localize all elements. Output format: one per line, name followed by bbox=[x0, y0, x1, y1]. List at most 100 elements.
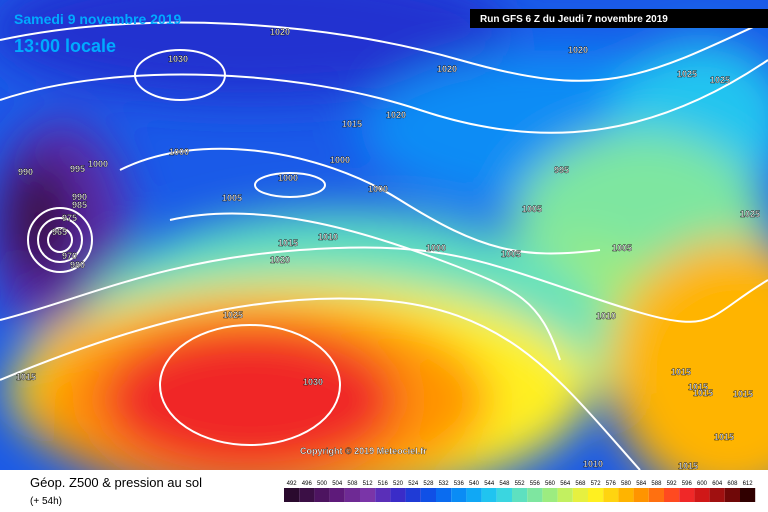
legend-swatch bbox=[436, 488, 452, 502]
isobar-label: 980 bbox=[70, 260, 85, 270]
legend-tick: 524 bbox=[408, 481, 419, 487]
isobar-label: 1010 bbox=[596, 311, 616, 321]
isobar-label: 1025 bbox=[710, 75, 730, 85]
isobar-label: 1030 bbox=[303, 377, 323, 387]
legend-swatch bbox=[481, 488, 497, 502]
isobar-label: 1000 bbox=[426, 243, 446, 253]
legend-tick: 544 bbox=[484, 481, 495, 487]
legend-swatch bbox=[588, 488, 604, 502]
isobar-label: 1015 bbox=[733, 389, 753, 399]
legend-swatch bbox=[542, 488, 558, 502]
isobar-label: 1000 bbox=[88, 159, 108, 169]
isobar-label: 965 bbox=[52, 227, 67, 237]
field bbox=[0, 0, 768, 470]
isobar-label: 1005 bbox=[522, 204, 542, 214]
isobar-label: 1005 bbox=[501, 249, 521, 259]
legend-swatch bbox=[284, 488, 300, 502]
legend-swatch bbox=[360, 488, 376, 502]
isobar-label: 1020 bbox=[437, 64, 457, 74]
isobar-label: 1020 bbox=[270, 255, 290, 265]
isobar-label: 1030 bbox=[168, 54, 188, 64]
isobar-label: 1000 bbox=[278, 173, 298, 183]
footer-lead: (+ 54h) bbox=[30, 496, 62, 507]
isobar-label: 1000 bbox=[368, 184, 388, 194]
legend-swatch bbox=[405, 488, 421, 502]
date: Samedi 9 novembre 2019 bbox=[14, 11, 182, 27]
isobar-label: 1025 bbox=[677, 69, 697, 79]
legend-tick: 588 bbox=[651, 481, 662, 487]
footer-title: Géop. Z500 & pression au sol bbox=[30, 475, 202, 490]
isobar-label: 1000 bbox=[330, 155, 350, 165]
isobar-label: 1015 bbox=[16, 372, 36, 382]
legend-swatch bbox=[709, 488, 725, 502]
legend-tick: 496 bbox=[302, 481, 313, 487]
run-info: Run GFS 6 Z du Jeudi 7 novembre 2019 bbox=[480, 14, 668, 25]
legend-tick: 604 bbox=[712, 481, 723, 487]
legend-swatch bbox=[679, 488, 695, 502]
isobar-label: 1025 bbox=[740, 209, 760, 219]
isobar-label: 985 bbox=[72, 200, 87, 210]
legend-swatch bbox=[390, 488, 406, 502]
legend-tick: 564 bbox=[560, 481, 571, 487]
legend-swatch bbox=[527, 488, 543, 502]
isobar-label: 1015 bbox=[714, 432, 734, 442]
legend-tick: 552 bbox=[515, 481, 526, 487]
legend-tick: 504 bbox=[332, 481, 343, 487]
legend-swatch bbox=[724, 488, 740, 502]
legend-swatch bbox=[694, 488, 710, 502]
legend-tick: 532 bbox=[439, 481, 450, 487]
isobar-label: 1005 bbox=[222, 193, 242, 203]
legend-swatch bbox=[344, 488, 360, 502]
legend-tick: 536 bbox=[454, 481, 465, 487]
legend-tick: 608 bbox=[727, 481, 738, 487]
isobar-label: 1020 bbox=[568, 45, 588, 55]
legend-tick: 500 bbox=[317, 481, 328, 487]
isobar-label: 1005 bbox=[612, 243, 632, 253]
legend-tick: 560 bbox=[545, 481, 556, 487]
isobar-label: 995 bbox=[554, 165, 569, 175]
isobar-label: 1015 bbox=[678, 461, 698, 471]
legend-swatch bbox=[420, 488, 436, 502]
legend-tick: 584 bbox=[636, 481, 647, 487]
legend-tick: 528 bbox=[423, 481, 434, 487]
isobar-label: 1015 bbox=[278, 238, 298, 248]
isobar-label: 990 bbox=[72, 192, 87, 202]
legend-swatch bbox=[314, 488, 330, 502]
copyright: Copyright © 2019 Meteociel.fr bbox=[300, 446, 427, 456]
legend-swatch bbox=[633, 488, 649, 502]
isobar-label: 970 bbox=[62, 251, 77, 261]
isobar-label: 1015 bbox=[688, 382, 708, 392]
legend-swatch bbox=[375, 488, 391, 502]
legend-swatch bbox=[466, 488, 482, 502]
isobar-label: 1015 bbox=[342, 119, 362, 129]
legend-tick: 596 bbox=[682, 481, 693, 487]
isobar-label: 1025 bbox=[223, 310, 243, 320]
legend-swatch bbox=[299, 488, 315, 502]
legend-tick: 580 bbox=[621, 481, 632, 487]
legend-tick: 512 bbox=[363, 481, 374, 487]
legend-swatch bbox=[557, 488, 573, 502]
legend-tick: 572 bbox=[591, 481, 602, 487]
legend-tick: 612 bbox=[743, 481, 754, 487]
isobar-label: 975 bbox=[62, 213, 77, 223]
legend-tick: 568 bbox=[575, 481, 586, 487]
legend-swatch bbox=[451, 488, 467, 502]
legend-tick: 592 bbox=[667, 481, 678, 487]
isobar-label: 1000 bbox=[169, 147, 189, 157]
isobar-label: 1015 bbox=[671, 367, 691, 377]
time: 13:00 locale bbox=[14, 36, 116, 56]
legend-tick: 600 bbox=[697, 481, 708, 487]
legend-swatch bbox=[648, 488, 664, 502]
legend-tick: 492 bbox=[287, 481, 298, 487]
isobars bbox=[0, 19, 768, 470]
isobar-label: 1020 bbox=[270, 27, 290, 37]
legend-swatch bbox=[740, 488, 756, 502]
legend-swatch bbox=[603, 488, 619, 502]
isobar-label: 1010 bbox=[318, 232, 338, 242]
legend-swatch bbox=[512, 488, 528, 502]
isobar-label: 990 bbox=[18, 167, 33, 177]
isobar-label: 1020 bbox=[386, 110, 406, 120]
legend-swatch bbox=[618, 488, 634, 502]
isobar-label: 1015 bbox=[693, 388, 713, 398]
